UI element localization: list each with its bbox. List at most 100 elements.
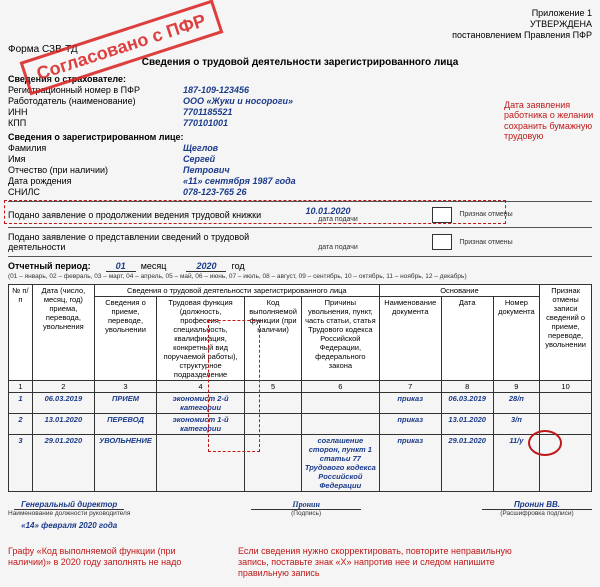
date-caption2: дата подачи bbox=[288, 244, 388, 251]
kpp-label: КПП bbox=[8, 118, 183, 128]
cell-dnum: 3/п bbox=[493, 414, 540, 435]
cell-dnum: 11/у bbox=[493, 435, 540, 492]
cancel-caption1: Признак отмены bbox=[456, 211, 516, 218]
date-caption1: дата подачи bbox=[288, 216, 388, 223]
insurer-head: Сведения о страхователе: bbox=[8, 74, 592, 84]
emp-value: ООО «Жуки и носороги» bbox=[183, 96, 293, 106]
cell-reason: соглашение сторон, пункт 1 статьи 77 Тру… bbox=[302, 435, 380, 492]
th-priema: Сведения о приеме, переводе, увольнении bbox=[94, 297, 156, 381]
sig-name-caption: (Расшифровка подписи) bbox=[482, 510, 592, 517]
colnum-5: 5 bbox=[245, 381, 302, 393]
sig-pos-caption: Наименование должности руководителя bbox=[8, 510, 130, 517]
dob-value: «11» сентября 1987 года bbox=[183, 176, 296, 186]
cell-doc: приказ bbox=[379, 414, 441, 435]
period-month: 01 bbox=[106, 261, 136, 272]
sig-name: Пронин ВВ. bbox=[482, 500, 592, 510]
colnum-8: 8 bbox=[441, 381, 493, 393]
colnum-3: 3 bbox=[94, 381, 156, 393]
reg-value: 187-109-123456 bbox=[183, 85, 249, 95]
cell-doc: приказ bbox=[379, 435, 441, 492]
fam-value: Щеглов bbox=[183, 143, 218, 153]
th-date: Дата (число, месяц, год) приема, перевод… bbox=[32, 285, 94, 381]
th-docname: Наименование документа bbox=[379, 297, 441, 381]
cell-code bbox=[245, 414, 302, 435]
th-np: № п/п bbox=[9, 285, 33, 381]
th-docdate: Дата bbox=[441, 297, 493, 381]
colnum-7: 7 bbox=[379, 381, 441, 393]
sig-position: Генеральный директор bbox=[14, 500, 124, 510]
statement2-date bbox=[288, 234, 368, 244]
snils-value: 078-123-765 26 bbox=[183, 187, 247, 197]
otch-label: Отчество (при наличии) bbox=[8, 165, 183, 175]
cell-date: 06.03.2019 bbox=[32, 393, 94, 414]
cancel-checkbox1[interactable] bbox=[432, 207, 452, 223]
table-row: 106.03.2019ПРИЕМэкономист 2-й категориип… bbox=[9, 393, 592, 414]
cell-date: 13.01.2020 bbox=[32, 414, 94, 435]
cell-n: 3 bbox=[9, 435, 33, 492]
th-code: Код выполняемой функции (при наличии) bbox=[245, 297, 302, 381]
cell-n: 1 bbox=[9, 393, 33, 414]
cell-event: УВОЛЬНЕНИЕ bbox=[94, 435, 156, 492]
cell-date: 29.01.2020 bbox=[32, 435, 94, 492]
statement2-text: Подано заявление о представлении сведени… bbox=[8, 232, 288, 252]
table-row: 329.01.2020УВОЛЬНЕНИЕсоглашение сторон, … bbox=[9, 435, 592, 492]
appendix-line1: Приложение 1 bbox=[8, 8, 592, 19]
reg-label: Регистрационный номер в ПФР bbox=[8, 85, 183, 95]
period-year-word: год bbox=[232, 261, 245, 271]
cell-event: ПЕРЕВОД bbox=[94, 414, 156, 435]
colnum-1: 1 bbox=[9, 381, 33, 393]
cell-n: 2 bbox=[9, 414, 33, 435]
appendix-line2: УТВЕРЖДЕНА bbox=[8, 19, 592, 30]
cell-ddate: 29.01.2020 bbox=[441, 435, 493, 492]
period-label: Отчетный период: bbox=[8, 261, 91, 271]
name-value: Сергей bbox=[183, 154, 215, 164]
cell-code bbox=[245, 393, 302, 414]
period-month-word: месяц bbox=[141, 261, 167, 271]
cell-cancel bbox=[540, 414, 592, 435]
colnum-9: 9 bbox=[493, 381, 540, 393]
colnum-10: 10 bbox=[540, 381, 592, 393]
cell-cancel bbox=[540, 393, 592, 414]
cell-code bbox=[245, 435, 302, 492]
cancel-caption2: Признак отмены bbox=[456, 239, 516, 246]
bottom-note-left: Графу «Код выполняемой функции (при нали… bbox=[8, 546, 208, 578]
th-func: Трудовая функция (должность, профессия, … bbox=[157, 297, 245, 381]
cell-doc: приказ bbox=[379, 393, 441, 414]
dob-label: Дата рождения bbox=[8, 176, 183, 186]
th-cancel: Признак отмены записи сведений о приеме,… bbox=[540, 285, 592, 381]
otch-value: Петрович bbox=[183, 165, 230, 175]
doc-title: Сведения о трудовой деятельности зарегис… bbox=[8, 57, 592, 68]
callout-date: Дата заявления работника о желании сохра… bbox=[504, 100, 594, 141]
cell-event: ПРИЕМ bbox=[94, 393, 156, 414]
appendix-line3: постановлением Правления ПФР bbox=[8, 30, 592, 41]
colnum-2: 2 bbox=[32, 381, 94, 393]
bottom-note-right: Если сведения нужно скорректировать, пов… bbox=[238, 546, 538, 578]
emp-label: Работодатель (наименование) bbox=[8, 96, 183, 106]
cell-dnum: 28/п bbox=[493, 393, 540, 414]
activity-table: № п/п Дата (число, месяц, год) приема, п… bbox=[8, 284, 592, 492]
th-svedeniya: Сведения о трудовой деятельности зарегис… bbox=[94, 285, 379, 297]
sig-date: «14» февраля 2020 года bbox=[8, 521, 130, 530]
cell-func: экономист 2-й категории bbox=[157, 393, 245, 414]
form-name: Форма СЗВ-ТД bbox=[8, 44, 592, 55]
snils-label: СНИЛС bbox=[8, 187, 183, 197]
cell-ddate: 06.03.2019 bbox=[441, 393, 493, 414]
statement1-date: 10.01.2020 bbox=[288, 206, 368, 216]
period-note: (01 – январь, 02 – февраль, 03 – март, 0… bbox=[8, 273, 592, 280]
inn-value: 7701185521 bbox=[183, 107, 232, 117]
period-year: 2020 bbox=[186, 261, 226, 272]
sig-sign-caption: (Подпись) bbox=[246, 510, 366, 517]
th-osn: Основание bbox=[379, 285, 539, 297]
sig-signature: Пронин bbox=[251, 500, 361, 510]
th-reason: Причины увольнения, пункт, часть статьи,… bbox=[302, 297, 380, 381]
cell-reason bbox=[302, 393, 380, 414]
cancel-checkbox2[interactable] bbox=[432, 234, 452, 250]
cell-cancel bbox=[540, 435, 592, 492]
cell-func bbox=[157, 435, 245, 492]
statement1-text: Подано заявление о продолжении ведения т… bbox=[8, 210, 288, 220]
colnum-6: 6 bbox=[302, 381, 380, 393]
cell-ddate: 13.01.2020 bbox=[441, 414, 493, 435]
cell-func: экономист 1-й категории bbox=[157, 414, 245, 435]
colnum-4: 4 bbox=[157, 381, 245, 393]
table-row: 213.01.2020ПЕРЕВОДэкономист 1-й категори… bbox=[9, 414, 592, 435]
